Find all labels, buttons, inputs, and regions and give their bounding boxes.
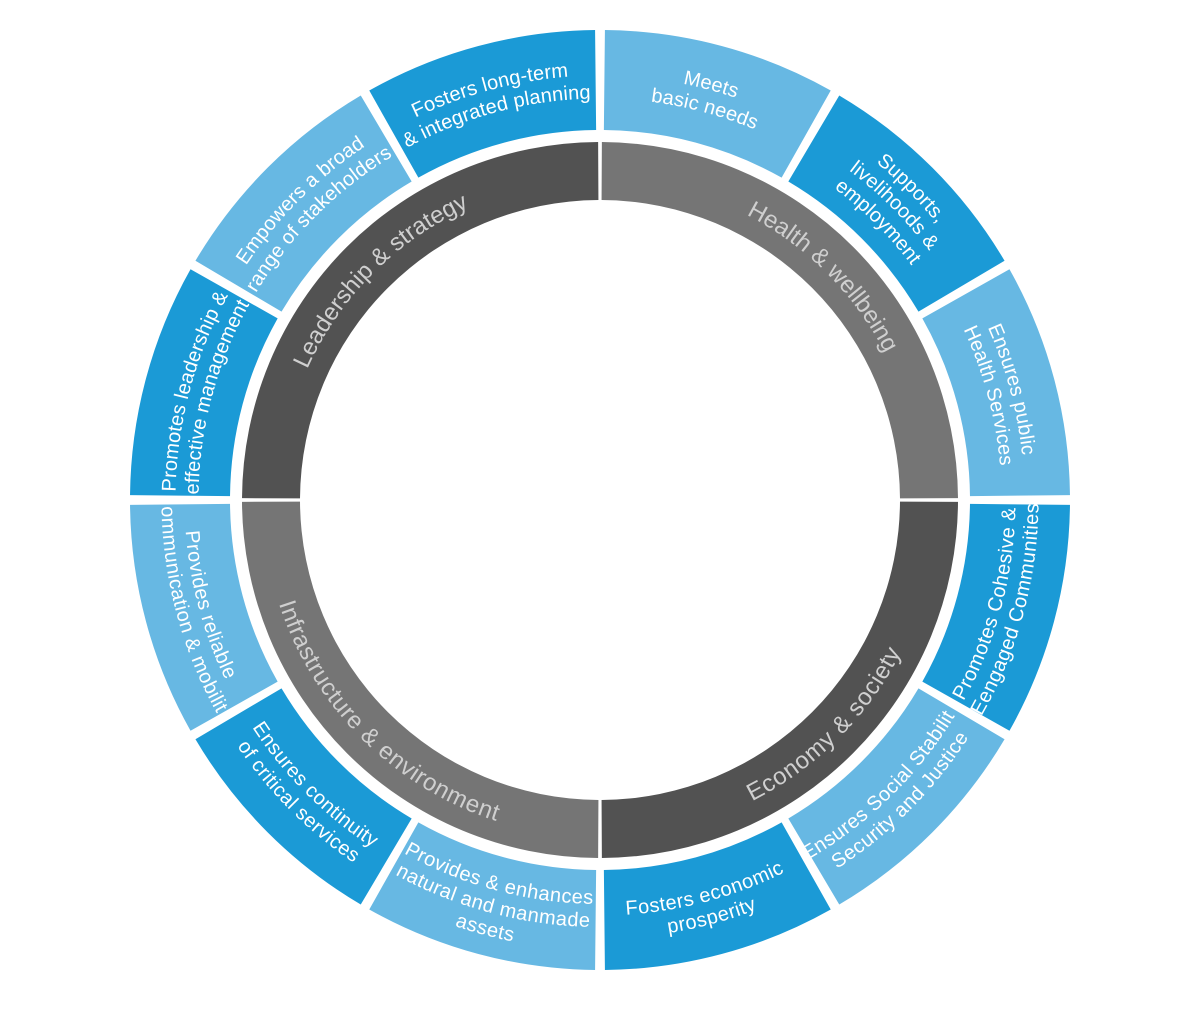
radial-diagram: Meetsbasic needsSupports,livelihoods &em… [0,0,1200,1023]
